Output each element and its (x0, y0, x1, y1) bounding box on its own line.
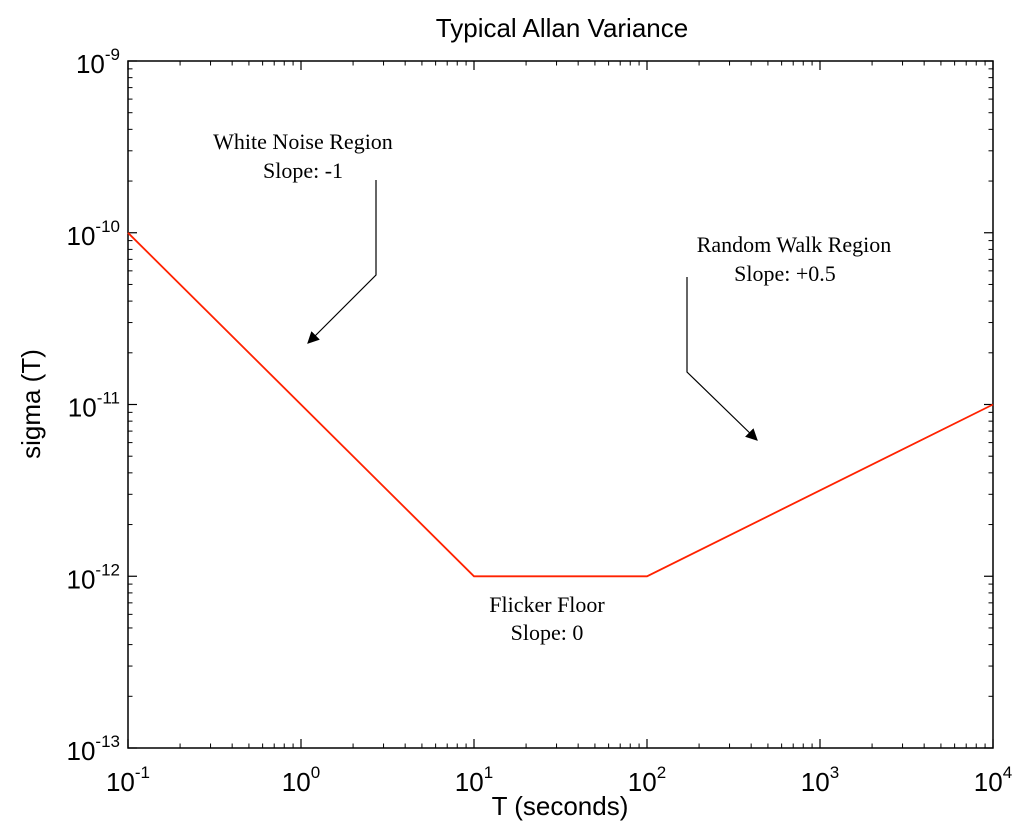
y-tick-label: 10-11 (68, 389, 120, 423)
y-tick-label: 10-12 (67, 560, 121, 594)
x-tick-label: 103 (801, 763, 839, 797)
x-tick-label: 102 (628, 763, 666, 797)
annotation-flicker-floor: Flicker Floor Slope: 0 (489, 592, 605, 645)
series-group (127, 232, 994, 578)
series-line-0 (127, 232, 994, 578)
x-tick-label: 104 (974, 763, 1012, 797)
x-tick-label: 100 (282, 763, 320, 797)
annotation-white-noise-arrow (307, 180, 377, 344)
y-tick-label: 10-10 (67, 217, 121, 251)
axis-ticks (127, 60, 994, 749)
annotation-random-walk: Random Walk Region Slope: +0.5 (686, 232, 892, 441)
annotation-flicker-floor-title: Flicker Floor (489, 592, 605, 617)
annotation-random-walk-arrow (686, 277, 758, 441)
y-tick-label: 10-9 (76, 45, 120, 79)
x-tick-label: 10-1 (106, 763, 150, 797)
annotation-white-noise-slope: Slope: -1 (263, 158, 343, 183)
annotation-random-walk-slope: Slope: +0.5 (734, 261, 836, 286)
y-tick-label: 10-13 (67, 732, 121, 766)
x-tick-label: 101 (455, 763, 493, 797)
x-tick-labels: 10-1 100 101 102 103 104 (106, 763, 1012, 797)
annotation-white-noise-title: White Noise Region (213, 129, 393, 154)
chart-title: Typical Allan Variance (436, 13, 688, 43)
x-axis-label: T (seconds) (492, 791, 629, 821)
y-axis-label: sigma (T) (16, 349, 46, 459)
y-tick-labels: 10-13 10-12 10-11 10-10 10-9 (67, 45, 121, 766)
annotation-flicker-floor-slope: Slope: 0 (511, 620, 584, 645)
annotation-white-noise: White Noise Region Slope: -1 (213, 129, 393, 344)
annotation-random-walk-title: Random Walk Region (697, 232, 892, 257)
